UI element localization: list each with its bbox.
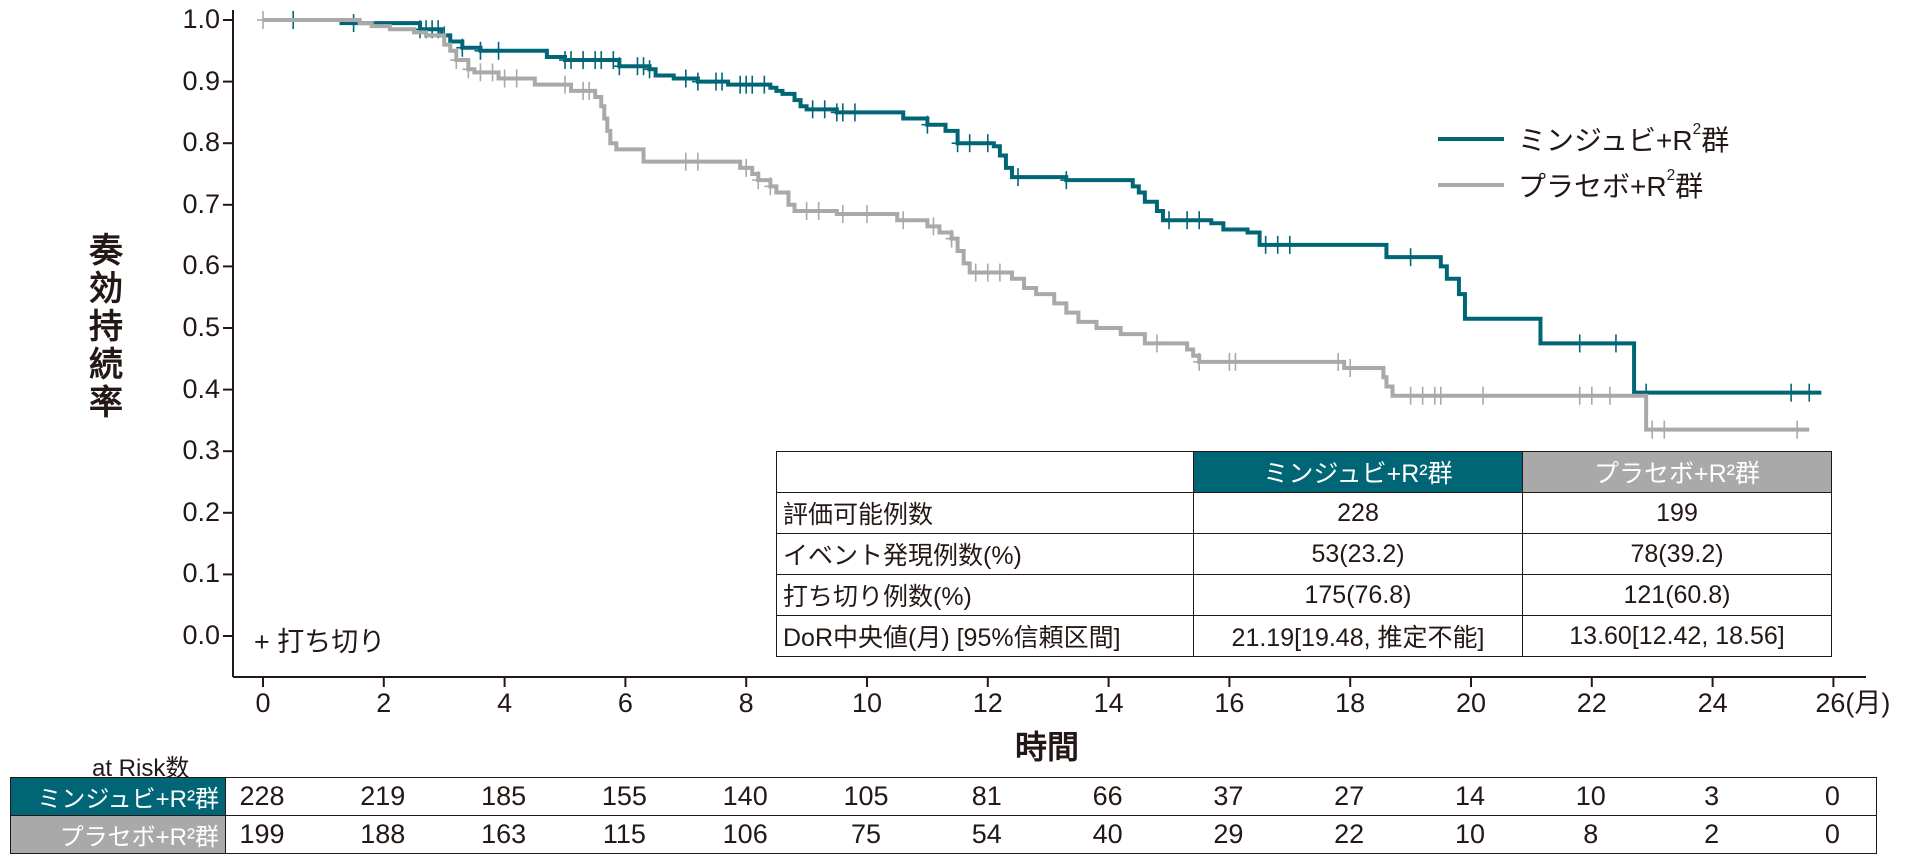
at-risk-value: 163 (481, 819, 527, 849)
legend-label-placebo: プラセボ+R2群 (1518, 167, 1704, 202)
x-tick-label: 12 (972, 688, 1003, 718)
axes (223, 10, 1866, 687)
at-risk-row-minjuvi: ミンジュビ+R²群 228 219 185 155 140 105 81 66 37 27 14 10… (10, 777, 1877, 816)
y-tick-label: 0.4 (182, 373, 220, 404)
legend: ミンジュビ+R2群 プラセボ+R2群 (1438, 116, 1729, 208)
y-tick-label: 0.6 (182, 250, 220, 281)
summary-cell-placebo: 78(39.2) (1522, 533, 1832, 575)
x-tick-label: 20 (1455, 688, 1487, 718)
summary-table: ミンジュビ+R²群 プラセボ+R²群 評価可能例数 228 199 イベント発現… (776, 451, 1832, 657)
summary-cell-minjuvi: 175(76.8) (1193, 574, 1523, 616)
at-risk-value: 155 (601, 781, 647, 811)
y-tick-label: 1.0 (182, 4, 220, 34)
legend-swatch-placebo (1438, 183, 1504, 187)
y-tick-label: 0.8 (182, 127, 220, 158)
summary-header-placebo: プラセボ+R²群 (1522, 451, 1832, 493)
summary-cell-minjuvi: 53(23.2) (1193, 533, 1523, 575)
summary-header-blank (776, 451, 1194, 493)
at-risk-value: 75 (850, 819, 882, 849)
summary-cell-placebo: 121(60.8) (1522, 574, 1832, 616)
at-risk-table: ミンジュビ+R²群 228 219 185 155 140 105 81 66 37 27 14 10… (10, 777, 1877, 854)
at-risk-value: 66 (1092, 781, 1123, 811)
summary-row: イベント発現例数(%) 53(23.2) 78(39.2) (776, 533, 1832, 575)
curve-placebo (263, 18, 1810, 432)
at-risk-group-placebo: プラセボ+R²群 (10, 815, 226, 854)
at-risk-value: 8 (1583, 819, 1599, 849)
summary-row-label: DoR中央値(月) [95%信頼区間] (776, 615, 1194, 657)
at-risk-value: 140 (722, 781, 768, 811)
at-risk-group-minjuvi: ミンジュビ+R²群 (10, 777, 226, 816)
x-tick-label: 2 (376, 688, 392, 718)
summary-row: 評価可能例数 228 199 (776, 492, 1832, 534)
x-tick-label: 10 (851, 688, 883, 718)
y-tick-label: 0.5 (182, 312, 220, 342)
at-risk-value: 54 (971, 819, 1002, 849)
x-tick-label: 22 (1576, 688, 1607, 718)
at-risk-values-minjuvi: 228 219 185 155 140 105 81 66 37 27 14 10 3 0 (225, 777, 1877, 816)
at-risk-value: 29 (1213, 819, 1244, 849)
at-risk-value: 10 (1575, 781, 1606, 811)
x-tick-label: 24 (1697, 688, 1728, 718)
at-risk-value: 105 (843, 781, 889, 811)
at-risk-row-placebo: プラセボ+R²群 199 188 163 115 106 75 54 40 29 22 10 8 2 0 (10, 815, 1877, 854)
legend-item-minjuvi: ミンジュビ+R2群 (1438, 116, 1729, 162)
y-tick-label: 0.1 (182, 558, 220, 589)
at-risk-values-placebo: 199 188 163 115 106 75 54 40 29 22 10 8 2 0 (225, 815, 1877, 854)
summary-header-minjuvi: ミンジュビ+R²群 (1193, 451, 1523, 493)
x-tick-label: 16 (1214, 688, 1245, 718)
summary-row: DoR中央値(月) [95%信頼区間] 21.19[19.48, 推定不能] 1… (776, 615, 1832, 657)
summary-row: 打ち切り例数(%) 175(76.8) 121(60.8) (776, 574, 1832, 616)
summary-row-label: イベント発現例数(%) (776, 533, 1194, 575)
at-risk-value: 188 (360, 819, 406, 849)
summary-cell-minjuvi: 21.19[19.48, 推定不能] (1193, 615, 1523, 657)
km-plot (223, 10, 1866, 687)
at-risk-value: 185 (481, 781, 527, 811)
at-risk-value: 0 (1824, 819, 1840, 849)
at-risk-value: 10 (1454, 819, 1486, 849)
y-axis-label: 奏効持続率 (89, 232, 123, 422)
y-tick-label: 0.3 (182, 435, 220, 466)
at-risk-value: 14 (1454, 781, 1486, 811)
y-tick-label: 0.9 (182, 65, 220, 96)
summary-cell-placebo: 13.60[12.42, 18.56] (1522, 615, 1832, 657)
at-risk-value: 2 (1704, 819, 1720, 849)
at-risk-value: 27 (1334, 781, 1365, 811)
x-tick-label: 4 (497, 688, 513, 718)
x-tick-label: 0 (255, 688, 271, 718)
legend-swatch-minjuvi (1438, 137, 1504, 141)
censor-note: + 打ち切り (254, 627, 386, 657)
at-risk-value: 3 (1704, 781, 1720, 811)
y-tick-label: 0.7 (182, 188, 220, 219)
summary-row-label: 打ち切り例数(%) (776, 574, 1194, 616)
at-risk-value: 219 (360, 781, 406, 811)
x-tick-label: 18 (1335, 688, 1366, 718)
summary-cell-minjuvi: 228 (1193, 492, 1523, 534)
at-risk-value: 0 (1824, 781, 1840, 811)
x-tick-label: 14 (1093, 688, 1124, 718)
at-risk-value: 106 (722, 819, 768, 849)
at-risk-value: 228 (239, 781, 285, 811)
x-tick-label: 6 (617, 688, 633, 718)
x-tick-label: 8 (738, 688, 754, 718)
summary-row-label: 評価可能例数 (776, 492, 1194, 534)
y-tick-label: 0.0 (182, 620, 220, 650)
y-tick-label: 0.2 (182, 496, 220, 527)
at-risk-value: 115 (602, 819, 646, 849)
at-risk-value: 22 (1334, 819, 1365, 849)
at-risk-value: 199 (239, 819, 285, 849)
x-axis-label: 時間 (1015, 729, 1080, 765)
at-risk-value: 81 (971, 781, 1002, 811)
curves (257, 11, 1822, 439)
summary-header-row: ミンジュビ+R²群 プラセボ+R²群 (776, 451, 1832, 493)
x-tick-label: 26(月) (1815, 688, 1891, 718)
summary-cell-placebo: 199 (1522, 492, 1832, 534)
legend-label-minjuvi: ミンジュビ+R2群 (1518, 121, 1730, 156)
at-risk-value: 40 (1092, 819, 1123, 849)
legend-item-placebo: プラセボ+R2群 (1438, 162, 1729, 208)
at-risk-value: 37 (1213, 781, 1244, 811)
